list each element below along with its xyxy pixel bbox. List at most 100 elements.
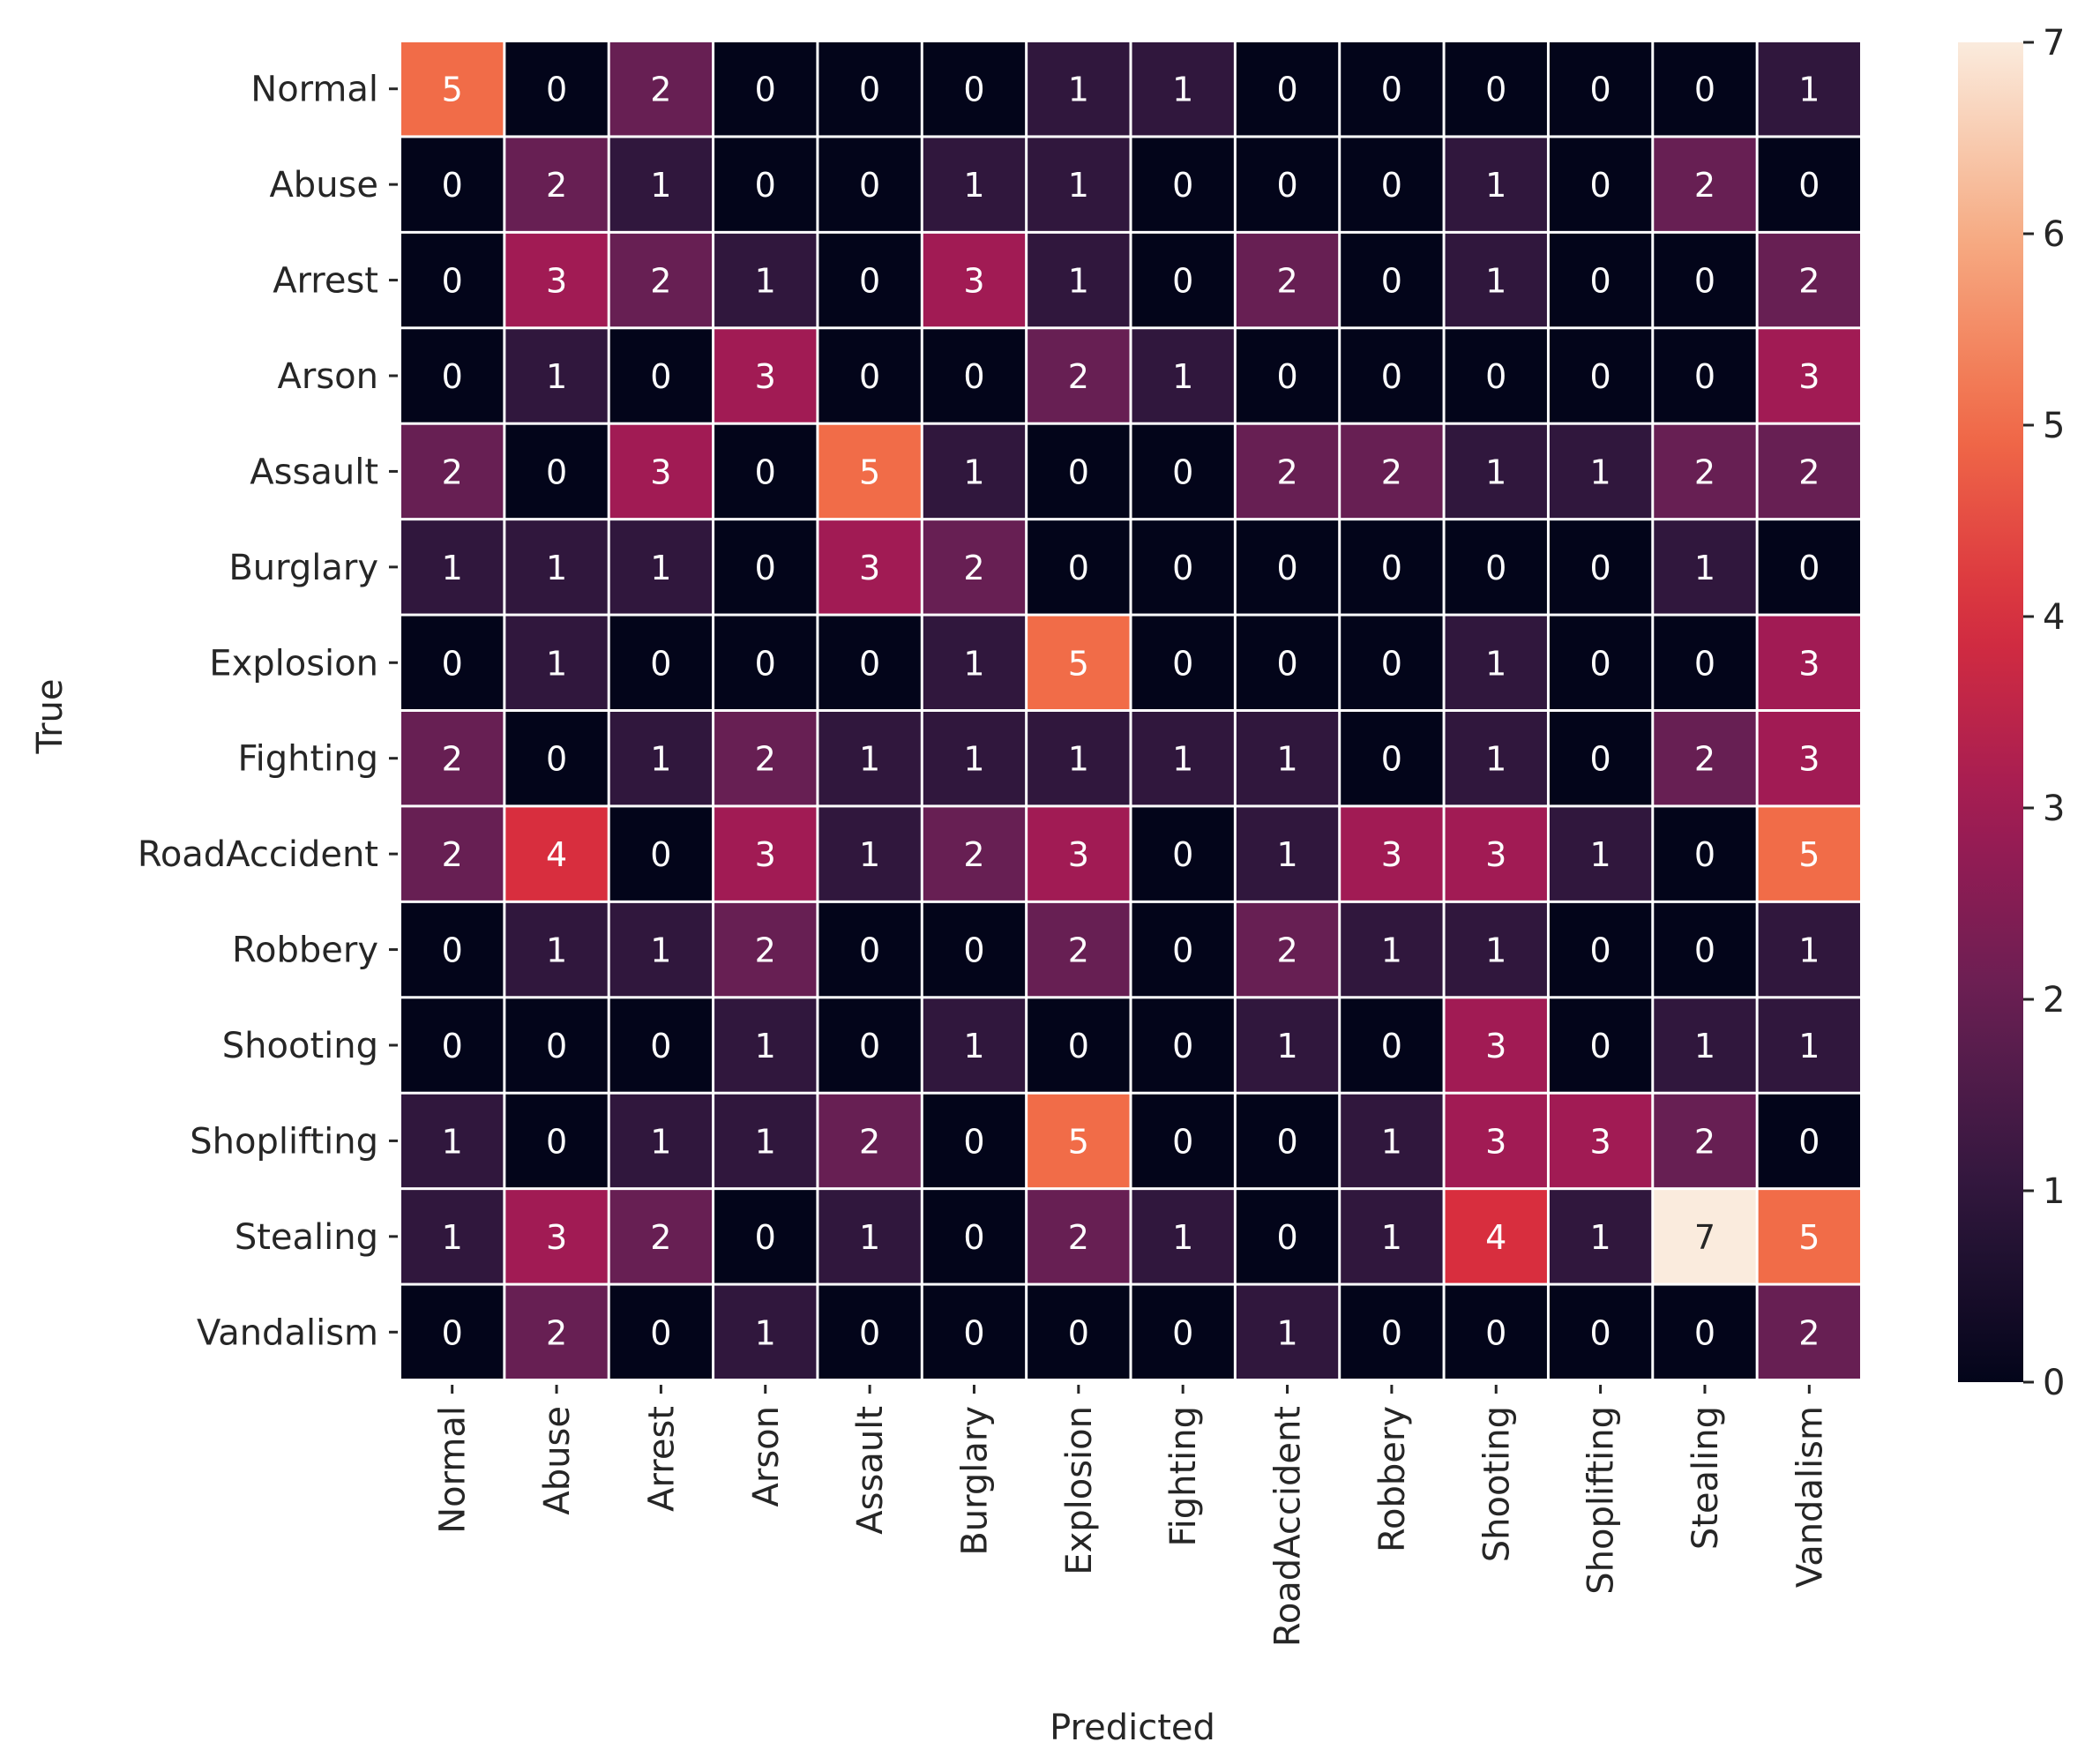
cell-r11-c4: [818, 1094, 921, 1188]
cell-value-r13-c10: 0: [1485, 1313, 1506, 1352]
cell-r6-c12: [1654, 616, 1756, 709]
cell-r13-c3: [714, 1285, 817, 1379]
cell-r3-c10: [1445, 329, 1547, 422]
cell-r12-c10: [1445, 1190, 1547, 1283]
cell-r5-c10: [1445, 520, 1547, 614]
cell-value-r10-c6: 0: [1068, 1027, 1089, 1065]
cell-r2-c7: [1132, 233, 1234, 327]
cell-r6-c1: [505, 616, 608, 709]
cell-value-r0-c6: 1: [1068, 71, 1089, 109]
cell-r4-c1: [505, 424, 608, 519]
cell-r2-c8: [1236, 233, 1339, 327]
cell-value-r5-c0: 1: [442, 549, 463, 587]
cell-r10-c6: [1028, 998, 1130, 1092]
colorbar: [1958, 42, 2023, 1382]
cell-r12-c11: [1549, 1190, 1652, 1283]
cell-value-r3-c5: 0: [963, 357, 984, 396]
cell-r9-c9: [1341, 902, 1443, 997]
cell-value-r11-c6: 5: [1068, 1122, 1089, 1161]
cell-r9-c4: [818, 902, 921, 997]
cell-value-r9-c3: 2: [755, 931, 776, 970]
cell-value-r0-c1: 0: [546, 71, 567, 109]
cell-r11-c6: [1028, 1094, 1130, 1188]
cell-r11-c11: [1549, 1094, 1652, 1188]
cell-r6-c6: [1028, 616, 1130, 709]
cell-r13-c11: [1549, 1285, 1652, 1379]
cell-value-r12-c10: 4: [1485, 1218, 1506, 1257]
column-tick-label: Fighting: [1163, 1406, 1204, 1547]
row-tick-label: Explosion: [209, 643, 378, 684]
cell-value-r4-c3: 0: [755, 452, 776, 491]
cell-r7-c0: [401, 712, 504, 805]
cell-r9-c3: [714, 902, 817, 997]
row-tick-label: Burglary: [228, 548, 378, 588]
cell-r1-c9: [1341, 138, 1443, 231]
cell-r7-c1: [505, 712, 608, 805]
cell-r10-c13: [1758, 998, 1860, 1092]
cell-r1-c13: [1758, 138, 1860, 231]
cell-r12-c1: [505, 1190, 608, 1283]
cell-value-r11-c11: 3: [1590, 1122, 1611, 1161]
cell-r7-c7: [1132, 712, 1234, 805]
cell-value-r8-c8: 1: [1276, 835, 1297, 874]
cell-r11-c0: [401, 1094, 504, 1188]
cell-r7-c11: [1549, 712, 1652, 805]
cell-value-r3-c4: 0: [859, 357, 880, 396]
cell-r2-c11: [1549, 233, 1652, 327]
cell-value-r5-c1: 1: [546, 549, 567, 587]
cell-value-r1-c1: 2: [546, 166, 567, 205]
cell-value-r6-c8: 0: [1276, 644, 1297, 683]
cell-value-r9-c2: 1: [650, 931, 671, 970]
row-tick-label: Robbery: [232, 931, 378, 971]
cell-value-r7-c3: 2: [755, 740, 776, 779]
cell-value-r13-c12: 0: [1694, 1313, 1715, 1352]
cell-r12-c13: [1758, 1190, 1860, 1283]
cell-r12-c2: [609, 1190, 713, 1283]
cell-value-r10-c9: 0: [1381, 1027, 1402, 1065]
cell-value-r13-c2: 0: [650, 1313, 671, 1352]
cell-r8-c10: [1445, 807, 1547, 901]
cell-value-r3-c8: 0: [1276, 357, 1297, 396]
cell-r0-c11: [1549, 42, 1652, 136]
cell-value-r8-c4: 1: [859, 835, 880, 874]
cell-r4-c11: [1549, 424, 1652, 519]
cell-value-r11-c9: 1: [1381, 1122, 1402, 1161]
cell-r4-c0: [401, 424, 504, 519]
cell-r10-c9: [1341, 998, 1443, 1092]
cell-value-r6-c4: 0: [859, 644, 880, 683]
cell-value-r7-c5: 1: [963, 740, 984, 779]
cell-r4-c7: [1132, 424, 1234, 519]
row-tick-label: Fighting: [238, 739, 379, 780]
cell-r11-c2: [609, 1094, 713, 1188]
cell-value-r4-c0: 2: [442, 452, 463, 491]
cell-r9-c5: [923, 902, 1026, 997]
cell-r5-c11: [1549, 520, 1652, 614]
cell-value-r8-c12: 0: [1694, 835, 1715, 874]
cell-r0-c1: [505, 42, 608, 136]
cell-value-r12-c4: 1: [859, 1218, 880, 1257]
cell-value-r1-c5: 1: [963, 166, 984, 205]
cell-r13-c9: [1341, 1285, 1443, 1379]
cell-r6-c11: [1549, 616, 1652, 709]
cell-value-r1-c2: 1: [650, 166, 671, 205]
cell-r8-c12: [1654, 807, 1756, 901]
cell-value-r10-c5: 1: [963, 1027, 984, 1065]
cell-r8-c8: [1236, 807, 1339, 901]
cell-r5-c0: [401, 520, 504, 614]
column-tick-label: Explosion: [1059, 1406, 1100, 1575]
cell-value-r12-c1: 3: [546, 1218, 567, 1257]
cell-r6-c0: [401, 616, 504, 709]
cell-value-r3-c13: 3: [1798, 357, 1820, 396]
cell-value-r12-c12: 7: [1694, 1218, 1715, 1257]
cell-r2-c10: [1445, 233, 1547, 327]
cell-r12-c8: [1236, 1190, 1339, 1283]
cell-r1-c4: [818, 138, 921, 231]
cell-value-r13-c13: 2: [1798, 1313, 1820, 1352]
cell-r7-c6: [1028, 712, 1130, 805]
cell-r9-c7: [1132, 902, 1234, 997]
cell-r6-c2: [609, 616, 713, 709]
cell-value-r8-c7: 0: [1172, 835, 1193, 874]
cell-value-r6-c2: 0: [650, 644, 671, 683]
cell-value-r13-c9: 0: [1381, 1313, 1402, 1352]
